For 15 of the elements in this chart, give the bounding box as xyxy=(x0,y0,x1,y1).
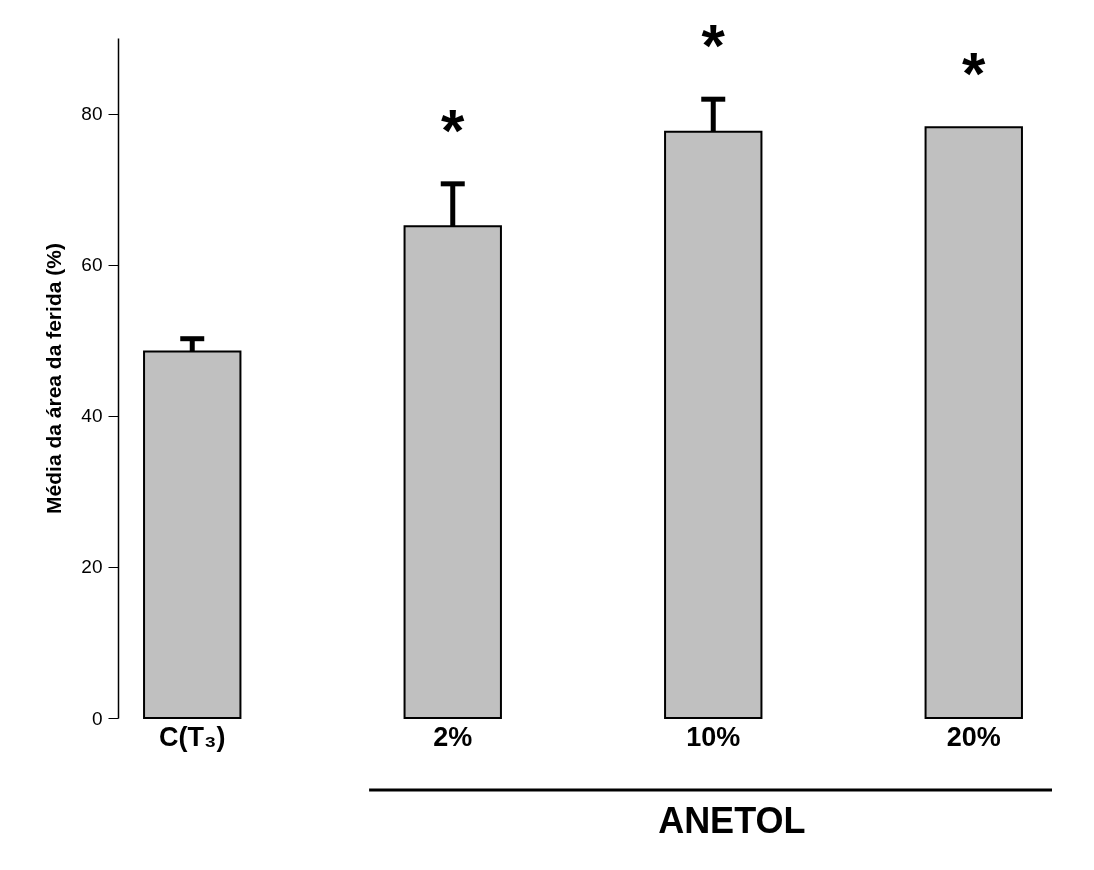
annotation: * xyxy=(441,96,466,164)
annotation: * xyxy=(701,12,726,80)
bar xyxy=(924,126,1023,719)
y-tick-label: 80 xyxy=(81,103,103,125)
annotation: * xyxy=(962,40,987,108)
y-tick-label: 40 xyxy=(81,405,103,427)
y-tick-label: 60 xyxy=(81,254,103,276)
y-axis-title: Média da área da ferida (%) xyxy=(42,243,66,514)
y-tick-label: 20 xyxy=(81,556,103,578)
x-tick-label: C(T₃) xyxy=(159,721,226,752)
x-tick-label: 10% xyxy=(686,721,741,752)
x-tick-label: 2% xyxy=(433,721,473,752)
text: ANETOL xyxy=(658,800,806,841)
y-tick-label: 0 xyxy=(91,707,103,729)
x-tick-label: 20% xyxy=(946,721,1001,752)
